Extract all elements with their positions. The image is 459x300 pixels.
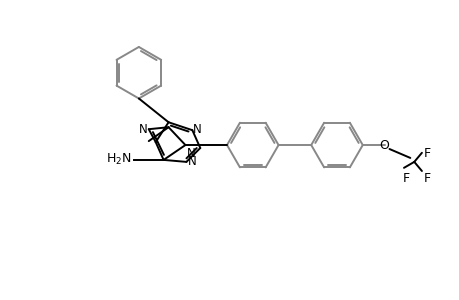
Text: N: N: [187, 155, 196, 168]
Text: O: O: [379, 139, 389, 152]
Text: F: F: [423, 148, 431, 160]
Text: N: N: [139, 123, 147, 136]
Text: F: F: [423, 172, 431, 185]
Text: N: N: [193, 123, 202, 136]
Text: H$_2$N: H$_2$N: [106, 152, 132, 167]
Text: N: N: [186, 147, 195, 160]
Text: F: F: [402, 172, 409, 185]
